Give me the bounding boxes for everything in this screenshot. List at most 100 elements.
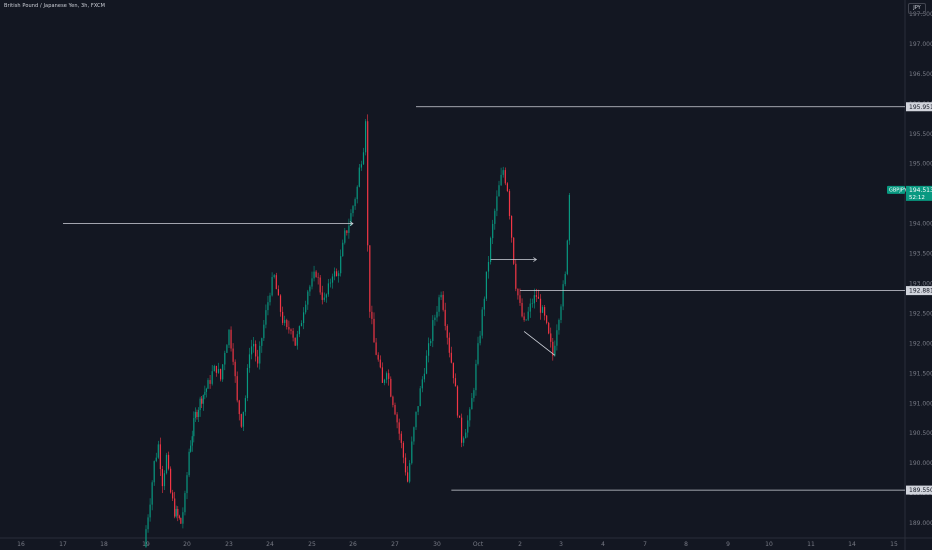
time-tick-label[interactable]: 20 — [183, 541, 191, 548]
candle-body — [454, 378, 457, 387]
candle-body — [217, 368, 220, 373]
candle-body — [428, 343, 430, 356]
time-tick-label[interactable]: 9 — [726, 541, 730, 548]
time-tick-label[interactable]: 30 — [433, 541, 441, 548]
time-tick-label[interactable]: 25 — [308, 541, 316, 548]
candle-body — [446, 325, 448, 338]
currency-button[interactable]: JPY — [908, 3, 926, 14]
price-tick-label[interactable]: 191.500 — [909, 370, 932, 377]
candle-body — [298, 326, 300, 335]
candle-body — [175, 508, 177, 517]
candle-body — [388, 373, 390, 379]
candle-body — [157, 444, 159, 458]
time-tick-label[interactable]: 2 — [518, 541, 522, 548]
candle-body — [533, 295, 535, 304]
time-tick-label[interactable]: 24 — [266, 541, 274, 548]
candle-body — [300, 323, 303, 327]
candle-body — [485, 271, 487, 299]
time-tick-label[interactable]: 4 — [601, 541, 605, 548]
candle-body — [263, 324, 265, 339]
price-tick-label[interactable]: 192.500 — [909, 310, 932, 317]
candle-body — [205, 388, 208, 392]
candle-body — [309, 286, 311, 292]
price-tick-label[interactable]: 196.500 — [909, 71, 932, 78]
time-tick-label[interactable]: 18 — [100, 541, 108, 548]
candle-body — [323, 297, 325, 300]
time-tick-label[interactable]: 23 — [225, 541, 233, 548]
arrow-head[interactable] — [533, 257, 538, 262]
candle-body — [290, 329, 292, 331]
price-tick-label[interactable]: 197.000 — [909, 41, 932, 48]
candle-body — [556, 330, 558, 346]
time-tick-label[interactable]: 26 — [349, 541, 357, 548]
candle-body — [402, 442, 404, 458]
candle-body — [392, 396, 394, 405]
candle-body — [411, 441, 413, 464]
time-tick-label[interactable]: 16 — [17, 541, 25, 548]
candle-body — [207, 380, 209, 389]
candle-body — [277, 289, 279, 296]
candle-body — [479, 335, 481, 344]
candle-body — [228, 329, 230, 346]
price-tick-label[interactable]: 194.000 — [909, 221, 932, 228]
time-tick-label[interactable]: 27 — [391, 541, 399, 548]
candle-body — [213, 365, 215, 372]
candle-body — [238, 400, 240, 415]
time-tick-label[interactable]: 15 — [890, 541, 898, 548]
candle-body — [184, 493, 186, 513]
price-tick-label[interactable]: 189.000 — [909, 520, 932, 527]
price-axis[interactable]: 189.000189.500190.000190.500191.000191.5… — [909, 11, 932, 527]
candle-body — [515, 263, 517, 289]
time-tick-label[interactable]: 19 — [142, 541, 150, 548]
trend-line[interactable] — [523, 331, 556, 356]
time-tick-label[interactable]: 3 — [559, 541, 563, 548]
time-tick-label[interactable]: 8 — [684, 541, 688, 548]
candle-body — [342, 242, 344, 257]
candle-body — [469, 409, 471, 421]
candle-body — [163, 473, 166, 487]
time-tick-label[interactable]: 11 — [807, 541, 815, 548]
candle-body — [282, 311, 284, 323]
candle-body — [269, 295, 271, 303]
price-tick-label[interactable]: 193.500 — [909, 251, 932, 258]
candle-body — [232, 348, 234, 362]
arrow-head[interactable] — [349, 221, 354, 226]
candle-body — [381, 367, 383, 383]
symbol-tag-label: GBPJPY — [889, 187, 908, 193]
candle-body — [279, 295, 282, 312]
time-tick-label[interactable]: 10 — [765, 541, 773, 548]
candle-body — [201, 398, 203, 404]
time-axis[interactable]: 16 17 18 19 20 23 24 25 26 27 30 Oct 2 3 4 7 8 9 10 11 14 15 — [17, 541, 898, 548]
time-tick-label[interactable]: 14 — [848, 541, 856, 548]
time-tick-label[interactable]: 7 — [643, 541, 647, 548]
candle-body — [394, 404, 396, 415]
candle-body — [153, 461, 155, 483]
candle-body — [242, 411, 244, 427]
price-tick-label[interactable]: 190.500 — [909, 430, 932, 437]
symbol-title[interactable]: British Pound / Japanese Yen, 3h, FXCM — [4, 3, 106, 9]
time-tick-label[interactable]: Oct — [473, 541, 484, 548]
price-tick-label[interactable]: 191.000 — [909, 400, 932, 407]
candle-body — [379, 359, 381, 368]
price-tick-label[interactable]: 195.000 — [909, 161, 932, 168]
candle-body — [248, 354, 251, 368]
candle-body — [340, 256, 342, 274]
price-tick-label[interactable]: 195.500 — [909, 131, 932, 138]
time-tick-label[interactable]: 17 — [59, 541, 67, 548]
drawings[interactable] — [63, 106, 905, 491]
price-tick-label[interactable]: 197.500 — [909, 11, 932, 18]
candle-body — [209, 380, 211, 384]
price-tick-label[interactable]: 190.000 — [909, 460, 932, 467]
level-price-tag — [906, 102, 932, 112]
candle-body — [338, 273, 340, 277]
price-tick-label[interactable]: 193.000 — [909, 280, 932, 287]
candle-body — [415, 411, 417, 428]
candle-body — [519, 295, 521, 303]
candle-body — [494, 210, 496, 224]
candle-body — [409, 463, 411, 482]
price-tick-label[interactable]: 192.000 — [909, 340, 932, 347]
candle-body — [537, 296, 540, 299]
